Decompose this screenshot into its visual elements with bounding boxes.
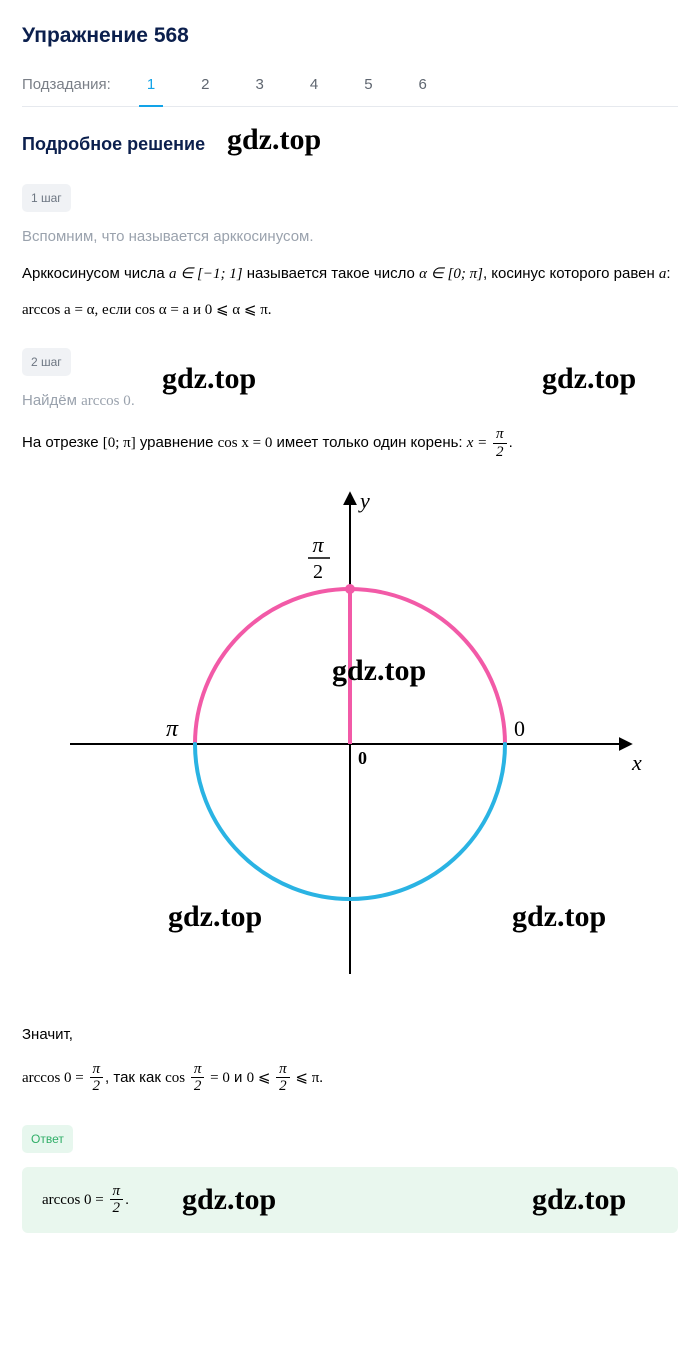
frac-num: π — [493, 426, 507, 444]
text: уравнение — [136, 434, 218, 451]
frac-den: 2 — [110, 1200, 124, 1217]
arccos-definition: Арккосинусом числа a ∈ [−1; 1] называетс… — [22, 263, 678, 286]
math-arccos0: arccos 0 — [81, 393, 131, 409]
text: называется такое число — [243, 265, 420, 282]
math-x-eq: x = — [467, 435, 491, 451]
step-2-find: Найдём arccos 0. — [22, 390, 678, 413]
tab-1[interactable]: 1 — [139, 74, 163, 107]
frac-num: π — [90, 1061, 104, 1079]
axis-label-y: y — [358, 488, 370, 513]
text: : — [666, 265, 670, 282]
diagram-svg: y x 0 π 0 π 2 — [40, 474, 660, 994]
frac-den: 2 — [191, 1078, 205, 1095]
pi2-num: π — [312, 532, 324, 557]
text: , косинус которого равен — [483, 265, 659, 282]
text: 0 ⩽ — [247, 1069, 275, 1085]
step-2-block: 2 шаг gdz.top gdz.top Найдём arccos 0. Н… — [22, 348, 678, 461]
text: имеет только один корень: — [272, 434, 466, 451]
step-2-badge: 2 шаг — [22, 348, 71, 376]
arccos-equation: arccos a = α, если cos α = a и 0 ⩽ α ⩽ π… — [22, 299, 678, 322]
text: . — [125, 1190, 129, 1207]
text: . — [131, 392, 135, 409]
text: arccos 0 = — [22, 1069, 88, 1085]
step-1-badge: 1 шаг — [22, 184, 71, 212]
step-1-recall: Вспомним, что называется арккосинусом. — [22, 226, 678, 249]
text: Найдём — [22, 392, 81, 409]
answer-badge: Ответ — [22, 1125, 73, 1153]
axis-label-x: x — [631, 750, 642, 775]
answer-box: arccos 0 = π2. gdz.top gdz.top — [22, 1167, 678, 1233]
text: , так как — [105, 1068, 165, 1085]
origin-label: 0 — [358, 748, 367, 768]
subtasks-nav: Подзадания: 1 2 3 4 5 6 — [22, 74, 678, 108]
text: На отрезке — [22, 434, 103, 451]
frac-den: 2 — [493, 444, 507, 461]
watermark: gdz.top — [182, 1177, 276, 1222]
page-title: Упражнение 568 — [22, 20, 678, 52]
solution-header: Подробное решение gdz.top — [22, 131, 678, 158]
math-interval: [0; π] — [103, 435, 136, 451]
subtasks-label: Подзадания: — [22, 74, 111, 107]
math-a-in: a ∈ [−1; 1] — [169, 266, 243, 282]
math-alpha-in: α ∈ [0; π] — [419, 266, 483, 282]
tab-5[interactable]: 5 — [356, 74, 380, 107]
watermark: gdz.top — [532, 1177, 626, 1222]
tab-2[interactable]: 2 — [193, 74, 217, 107]
zero-right-label: 0 — [514, 716, 525, 741]
step-2-root: На отрезке [0; π] уравнение cos x = 0 им… — [22, 426, 678, 460]
frac-num: π — [191, 1061, 205, 1079]
frac-den: 2 — [276, 1078, 290, 1095]
math-cosx0: cos x = 0 — [218, 435, 273, 451]
pi-label: π — [166, 716, 179, 742]
frac-den: 2 — [90, 1078, 104, 1095]
text: и — [230, 1068, 247, 1085]
pi2-label: π 2 — [308, 532, 330, 583]
unit-circle-diagram: y x 0 π 0 π 2 gdz.top gdz.top gdz.top — [22, 474, 678, 994]
text: cos — [165, 1069, 189, 1085]
answer-lhs: arccos 0 = — [42, 1191, 108, 1207]
frac-num: π — [276, 1061, 290, 1079]
frac-num: π — [110, 1183, 124, 1201]
text: ⩽ π. — [292, 1069, 323, 1085]
tab-4[interactable]: 4 — [302, 74, 326, 107]
tab-3[interactable]: 3 — [248, 74, 272, 107]
frac-pi-2: π2 — [493, 426, 507, 460]
text: = 0 — [206, 1069, 229, 1085]
text: . — [509, 434, 513, 451]
solution-title: Подробное решение — [22, 131, 678, 158]
tab-6[interactable]: 6 — [411, 74, 435, 107]
conclusion-label: Значит, — [22, 1024, 678, 1047]
frac-pi-2: π2 — [90, 1061, 104, 1095]
frac-pi-2: π2 — [110, 1183, 124, 1217]
text: Арккосинусом числа — [22, 265, 169, 282]
point-pi2 — [345, 584, 355, 594]
frac-pi-2: π2 — [276, 1061, 290, 1095]
pi2-den: 2 — [313, 561, 323, 583]
conclusion-eq: arccos 0 = π2, так как cos π2 = 0 и 0 ⩽ … — [22, 1061, 678, 1095]
frac-pi-2: π2 — [191, 1061, 205, 1095]
